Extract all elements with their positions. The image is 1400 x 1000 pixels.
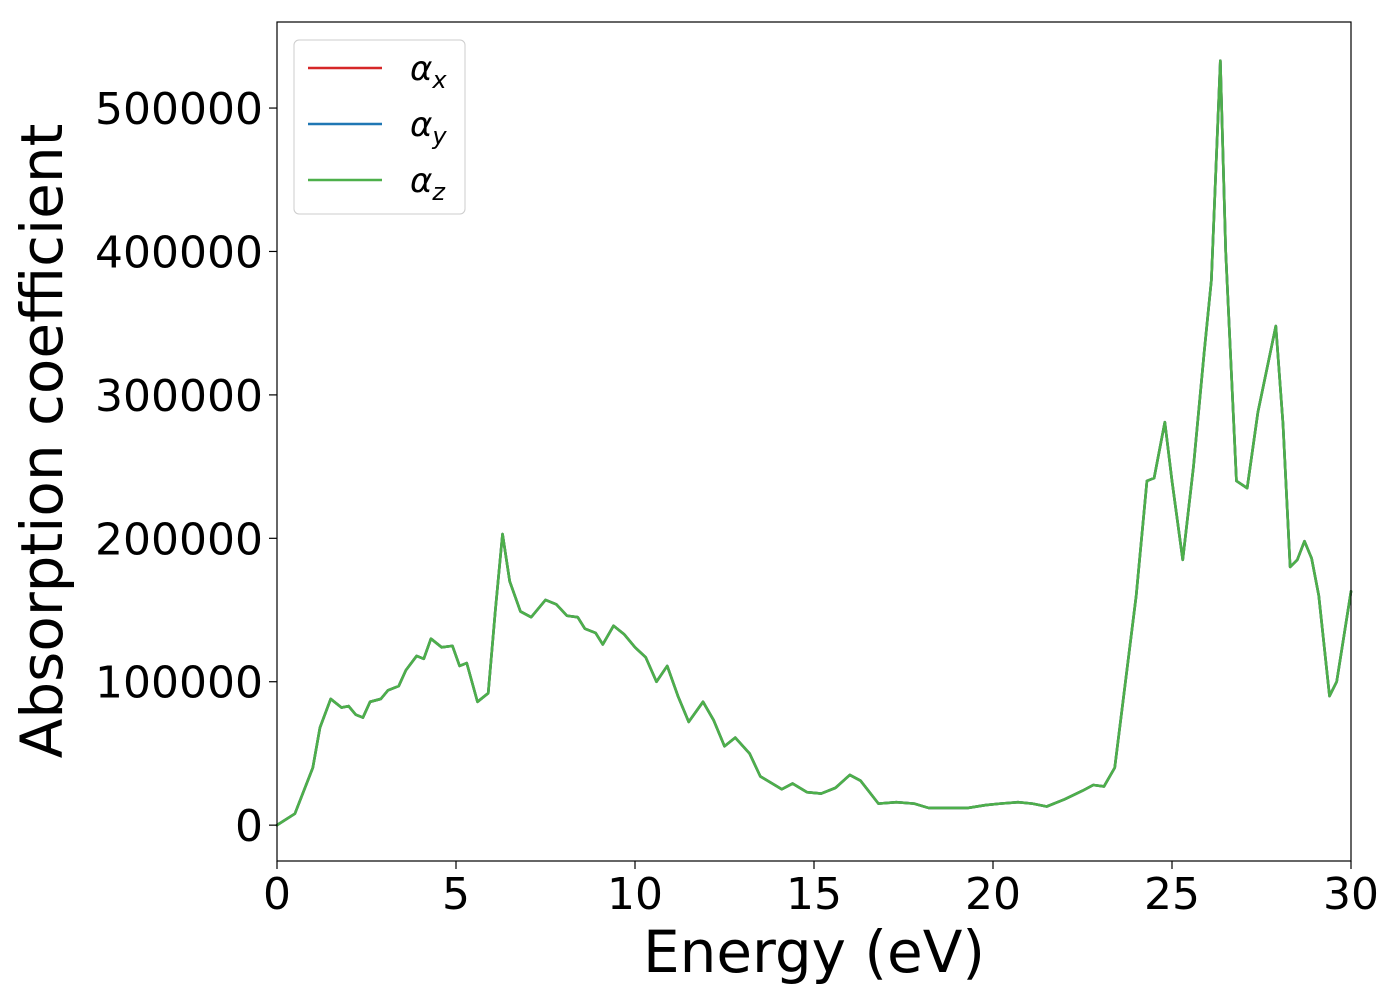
x-axis-label: Energy (eV) (643, 918, 985, 986)
legend-subscript: x (431, 66, 447, 94)
legend-symbol: α (410, 105, 432, 145)
y-axis-ticks: 0 100000 200000 300000 400000 500000 (95, 84, 277, 852)
x-tick-label: 5 (442, 869, 470, 920)
legend-box (293, 39, 466, 215)
y-tick-label: 0 (235, 801, 263, 852)
legend-subscript: z (431, 178, 446, 206)
legend-label-x: αx (410, 49, 447, 94)
legend-label-y: αy (410, 105, 447, 150)
y-tick-label: 500000 (95, 84, 263, 135)
y-tick-label: 100000 (95, 658, 263, 709)
legend-label-z: αz (410, 161, 446, 206)
x-tick-label: 0 (263, 869, 291, 920)
y-axis-label: Absorption coefficient (8, 124, 76, 759)
x-tick-label: 10 (607, 869, 663, 920)
legend-subscript: y (431, 122, 447, 150)
x-tick-label: 15 (786, 869, 842, 920)
legend-symbol: α (410, 161, 432, 201)
x-tick-label: 25 (1144, 869, 1200, 920)
y-tick-label: 200000 (95, 514, 263, 565)
x-tick-label: 30 (1323, 869, 1379, 920)
legend-symbol: α (410, 49, 432, 89)
y-tick-label: 300000 (95, 371, 263, 422)
series-line-z (275, 59, 1353, 827)
x-tick-label: 20 (965, 869, 1021, 920)
y-tick-label: 400000 (95, 227, 263, 278)
x-axis-ticks: 0 5 10 15 20 25 30 (263, 861, 1379, 920)
series-layer (275, 59, 1353, 827)
